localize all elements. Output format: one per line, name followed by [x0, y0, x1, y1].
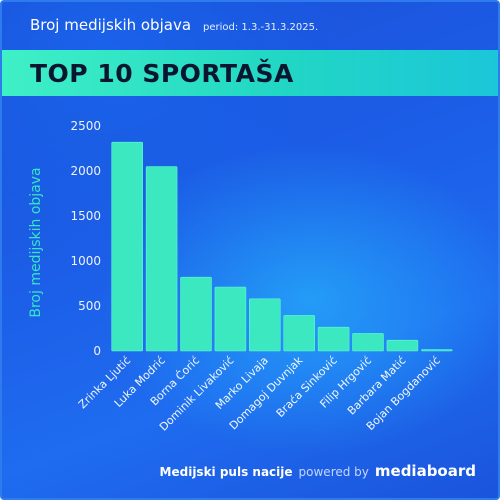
bar	[421, 349, 453, 352]
bar	[145, 166, 178, 352]
bar	[249, 298, 281, 352]
y-axis-label: Broj medijskih objava	[28, 167, 44, 317]
bar	[386, 339, 419, 352]
y-tick-label: 2500	[70, 119, 101, 133]
y-tick-label: 0	[93, 344, 101, 358]
bar	[317, 326, 350, 352]
footer-powered: powered by	[298, 465, 369, 479]
y-tick-label: 500	[78, 299, 101, 313]
y-tick-label: 2000	[70, 164, 101, 178]
bar	[180, 276, 212, 352]
page-title: TOP 10 SPORTAŠA	[30, 58, 294, 88]
y-tick-label: 1500	[70, 209, 101, 223]
bar	[111, 141, 143, 352]
period-label: period: 1.3.-31.3.2025.	[203, 22, 319, 33]
x-tick-label: Braća Sinković	[274, 354, 340, 420]
chart-subtitle: Broj medijskih objava	[30, 16, 192, 34]
bar	[214, 286, 247, 352]
title-banner: TOP 10 SPORTAŠA	[2, 50, 498, 96]
brand-logo: mediaboard	[374, 462, 476, 480]
bar	[352, 333, 384, 352]
header: Broj medijskih objava period: 1.3.-31.3.…	[30, 16, 488, 40]
bar-chart: 0 500 1000 1500 2000 2500 Broj medijskih objav…	[28, 119, 453, 434]
y-tick-label: 1000	[70, 254, 101, 268]
bar	[283, 315, 315, 352]
footer-tagline: Medijski puls nacije	[159, 465, 293, 479]
footer: Medijski puls nacije powered by mediaboa…	[160, 462, 476, 480]
